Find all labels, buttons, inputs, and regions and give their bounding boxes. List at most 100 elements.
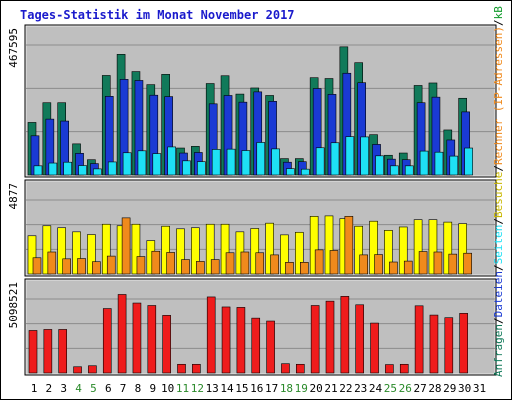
day-label: 1 <box>31 382 38 395</box>
bar-besuche <box>57 227 67 275</box>
legend-item: Anfragen <box>492 324 505 377</box>
bar-besuche <box>72 231 81 275</box>
bar-seiten <box>78 165 87 176</box>
bar-besuche <box>161 225 170 275</box>
bar-besuche <box>398 226 408 275</box>
bar-besuche <box>220 223 230 275</box>
bar-seiten <box>137 150 147 176</box>
bar-seiten <box>286 168 295 176</box>
chart-panels: 467595 4877 5098521 <box>7 24 497 376</box>
bar-seiten <box>360 136 370 176</box>
day-label: 18 <box>280 382 293 395</box>
panel-traffic: 5098521 <box>7 278 497 376</box>
bar-seiten <box>449 155 459 176</box>
bar-seiten <box>226 148 236 176</box>
vertical-legend: Anfragen/Dateien/Seiten/Besuche/Rechner … <box>492 0 505 377</box>
legend-item: / <box>492 165 505 172</box>
bar-kb-f <box>221 306 231 374</box>
day-label: 9 <box>149 382 156 395</box>
bar-rechner <box>210 259 220 275</box>
bar-besuche <box>280 234 289 275</box>
bar-kb-f <box>117 294 127 374</box>
bar-seiten <box>122 152 132 176</box>
bar-seiten <box>211 149 221 176</box>
bar-rechner <box>314 249 324 275</box>
bar-besuche <box>131 223 141 275</box>
day-label: 11 <box>176 382 189 395</box>
bar-kb-f <box>355 304 365 374</box>
bar-kb-f <box>177 363 186 374</box>
bar-kb-f <box>399 363 409 374</box>
day-label: 29 <box>443 382 456 395</box>
day-label: 28 <box>428 382 441 395</box>
bar-rechner <box>240 251 250 275</box>
legend-item: kB Out <box>492 0 505 19</box>
y-max-label: 5098521 <box>7 282 20 328</box>
panel-inner-border <box>25 279 496 375</box>
bar-seiten <box>63 161 73 176</box>
bar-besuche <box>191 227 200 275</box>
bar-besuche <box>101 223 111 275</box>
bar-rechner <box>181 259 190 275</box>
bar-rechner <box>166 252 175 275</box>
bar-rechner <box>389 261 398 275</box>
bar-seiten <box>434 151 444 176</box>
legend-item: / <box>492 19 505 26</box>
bar-kb-f <box>28 330 38 374</box>
bar-seiten <box>107 161 117 176</box>
bar-besuche <box>324 215 334 275</box>
bar-kb-f <box>385 364 394 374</box>
bar-besuche <box>27 235 37 275</box>
bar-besuche <box>354 225 364 275</box>
legend-item: Seiten <box>492 225 505 265</box>
legend-item: / <box>492 317 505 324</box>
bar-kb-f <box>43 329 53 374</box>
bar-rechner <box>329 250 339 275</box>
bar-rechner <box>62 258 72 275</box>
bar-kb-f <box>281 363 290 374</box>
day-label: 5 <box>90 382 97 395</box>
bar-kb-f <box>310 305 320 374</box>
panel-visits: 4877 <box>7 179 497 277</box>
bar-seiten <box>375 155 384 176</box>
bar-rechner <box>151 250 161 275</box>
bar-besuche <box>176 228 185 275</box>
bar-seiten <box>182 160 191 176</box>
day-label: 19 <box>295 382 308 395</box>
legend-item: Dateien <box>492 271 505 317</box>
bar-seiten <box>48 162 58 176</box>
bar-rechner <box>418 251 428 275</box>
legend-item: / <box>492 264 505 271</box>
day-label: 2 <box>46 382 53 395</box>
bar-seiten <box>33 165 43 176</box>
day-label: 24 <box>369 382 383 395</box>
bar-besuche <box>309 216 319 275</box>
bar-seiten <box>404 165 414 176</box>
bar-rechner <box>403 260 413 275</box>
panel-inner-border <box>25 25 496 177</box>
bar-rechner <box>47 251 57 275</box>
bar-besuche <box>413 219 423 275</box>
day-label: 8 <box>135 382 142 395</box>
bar-rechner <box>448 253 458 275</box>
day-label: 17 <box>265 382 278 395</box>
day-label: 23 <box>354 382 367 395</box>
bar-rechner <box>32 257 42 275</box>
bar-seiten <box>419 150 429 176</box>
day-label: 6 <box>105 382 112 395</box>
bar-besuche <box>443 221 453 275</box>
bar-seiten <box>152 153 162 176</box>
bar-kb-f <box>459 313 468 374</box>
day-label: 27 <box>413 382 426 395</box>
bar-besuche <box>384 230 393 275</box>
bar-kb-f <box>206 296 216 374</box>
bar-besuche <box>250 228 260 275</box>
day-label: 16 <box>250 382 263 395</box>
bar-seiten <box>271 148 280 176</box>
day-label: 20 <box>310 382 323 395</box>
bar-rechner <box>106 255 116 275</box>
day-label: 12 <box>191 382 204 395</box>
bar-seiten <box>197 161 206 176</box>
day-label: 21 <box>324 382 337 395</box>
